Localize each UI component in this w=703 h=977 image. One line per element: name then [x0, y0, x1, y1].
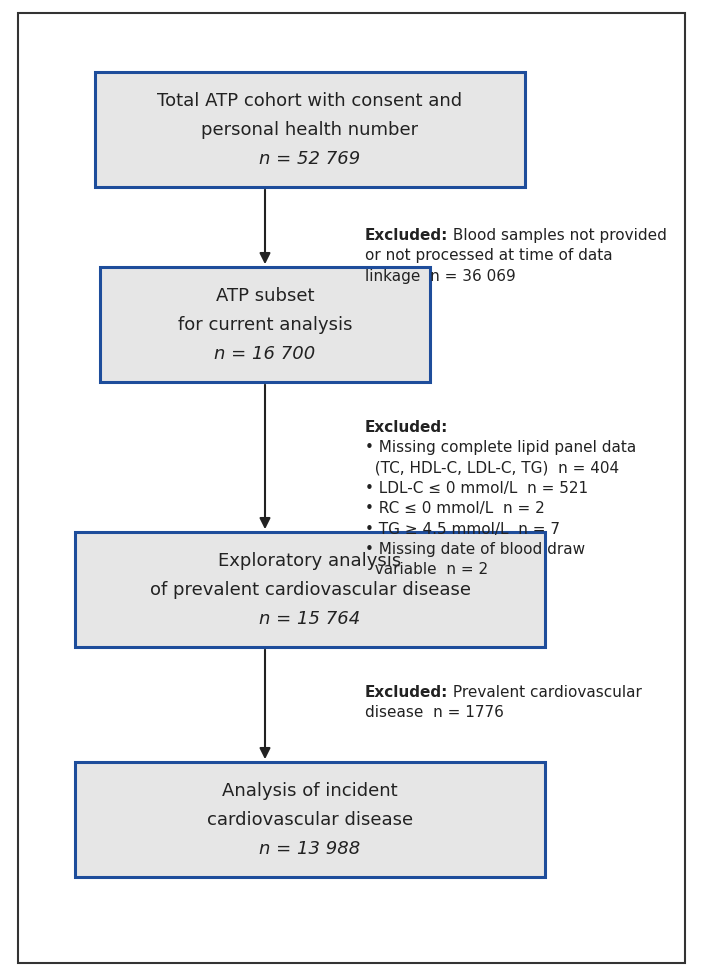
Text: Excluded:: Excluded: — [365, 228, 449, 242]
Text: • Missing date of blood draw: • Missing date of blood draw — [365, 541, 585, 557]
Text: or not processed at time of data: or not processed at time of data — [365, 248, 612, 263]
Text: disease  n = 1776: disease n = 1776 — [365, 704, 504, 720]
Text: personal health number: personal health number — [202, 121, 418, 139]
Text: n = 52 769: n = 52 769 — [259, 149, 361, 168]
Text: for current analysis: for current analysis — [178, 316, 352, 334]
Text: Prevalent cardiovascular: Prevalent cardiovascular — [449, 684, 643, 700]
Bar — [75, 762, 545, 876]
Text: • RC ≤ 0 mmol/L  n = 2: • RC ≤ 0 mmol/L n = 2 — [365, 501, 545, 516]
Bar — [100, 268, 430, 382]
Text: linkage  n = 36 069: linkage n = 36 069 — [365, 269, 516, 283]
Text: n = 13 988: n = 13 988 — [259, 839, 361, 857]
Text: Exploratory analysis: Exploratory analysis — [219, 552, 401, 570]
Text: n = 15 764: n = 15 764 — [259, 609, 361, 627]
Text: Excluded:: Excluded: — [365, 419, 449, 435]
Text: Excluded:: Excluded: — [365, 684, 449, 700]
Text: Analysis of incident: Analysis of incident — [222, 782, 398, 799]
Text: n = 16 700: n = 16 700 — [214, 345, 316, 362]
Bar — [75, 531, 545, 647]
Text: • LDL-C ≤ 0 mmol/L  n = 521: • LDL-C ≤ 0 mmol/L n = 521 — [365, 481, 588, 495]
Text: ATP subset: ATP subset — [216, 287, 314, 305]
Text: cardiovascular disease: cardiovascular disease — [207, 810, 413, 828]
Text: • Missing complete lipid panel data: • Missing complete lipid panel data — [365, 440, 636, 455]
Text: of prevalent cardiovascular disease: of prevalent cardiovascular disease — [150, 580, 470, 598]
Bar — [95, 72, 525, 188]
Text: variable  n = 2: variable n = 2 — [365, 562, 488, 576]
Text: (TC, HDL-C, LDL-C, TG)  n = 404: (TC, HDL-C, LDL-C, TG) n = 404 — [365, 460, 619, 475]
Text: • TG ≥ 4.5 mmol/L  n = 7: • TG ≥ 4.5 mmol/L n = 7 — [365, 521, 560, 536]
Text: Total ATP cohort with consent and: Total ATP cohort with consent and — [157, 92, 463, 110]
Text: Blood samples not provided: Blood samples not provided — [449, 228, 667, 242]
